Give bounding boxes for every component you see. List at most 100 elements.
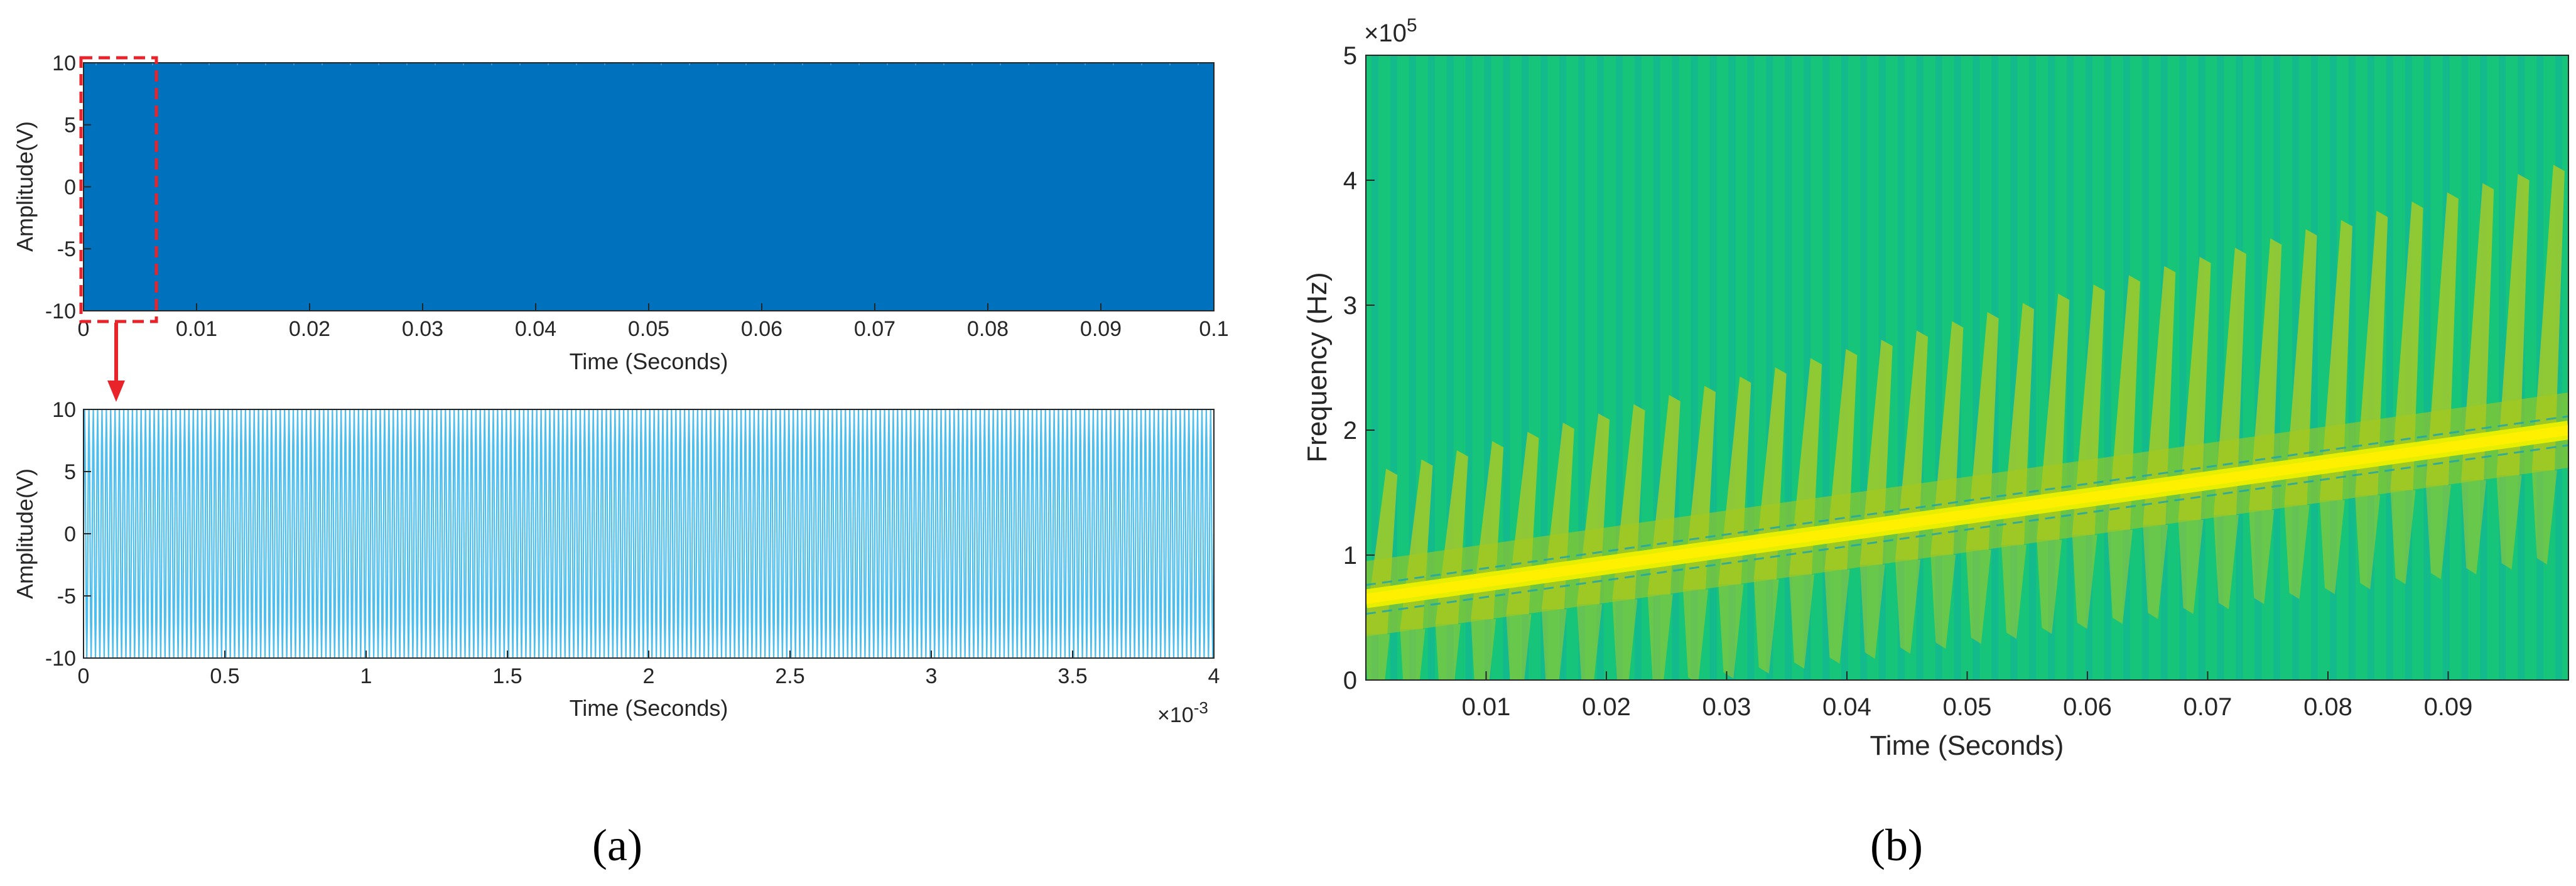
y-tick-label: 5 — [1343, 42, 1357, 70]
x-tick-label: 2 — [643, 664, 655, 688]
spectral-band — [1747, 55, 1755, 680]
sidelobe-wedge-lower — [1506, 614, 1532, 680]
spectral-band — [1709, 55, 1717, 680]
spectral-band — [2010, 55, 2018, 680]
y-tick-label: 5 — [64, 114, 76, 138]
sidelobe-wedge-lower — [2001, 544, 2027, 639]
x-axis-label: Time (Seconds) — [570, 695, 728, 721]
sidelobe-wedge-lower — [2072, 534, 2097, 629]
sidelobe-wedge-lower — [1895, 559, 1921, 654]
series-zoomed-signal — [84, 409, 1214, 658]
sidelobe-wedge-lower — [1435, 624, 1461, 680]
spectral-band — [1785, 55, 1792, 680]
x-tick-label: 0.5 — [210, 664, 239, 688]
y-tick-label: 2 — [1343, 417, 1357, 445]
spectral-band — [2048, 55, 2055, 680]
signal-band — [84, 63, 1214, 311]
spectral-band — [2348, 55, 2356, 680]
spectrogram-heatmap — [1366, 55, 2568, 680]
spectral-band — [1822, 55, 1830, 680]
x-tick-label: 4 — [1208, 664, 1220, 688]
spectral-band — [2029, 55, 2037, 680]
x-ticks: 0 0.01 0.02 0.03 0.04 0.05 0.06 0.07 0.08 0.09 0.1 — [78, 303, 1229, 341]
y-exponent: ×105 — [1364, 15, 1417, 47]
zoom-arrow-head — [107, 381, 125, 402]
sidelobe-wedge-lower — [2319, 500, 2345, 595]
sidelobe-wedge-lower — [2178, 519, 2204, 614]
spectral-band — [1804, 55, 1811, 680]
x-ticks: 0.01 0.02 0.03 0.04 0.05 0.06 0.07 0.08 0.09 — [1462, 671, 2473, 721]
x-tick-label: 0.1 — [1199, 317, 1228, 341]
x-tick-label: 0.09 — [1080, 317, 1122, 341]
x-tick-label: 0.05 — [628, 317, 669, 341]
x-tick-label: 3.5 — [1058, 664, 1087, 688]
x-tick-label: 0.02 — [1582, 693, 1631, 721]
spectral-band — [1578, 55, 1586, 680]
spectral-band — [2179, 55, 2187, 680]
spectral-band — [1597, 55, 1605, 680]
y-tick-label: 10 — [52, 51, 76, 75]
zoom-region-annotation — [79, 56, 158, 402]
sidelobe-wedge-lower — [2107, 529, 2133, 624]
spectral-band — [1634, 55, 1642, 680]
spectral-band — [1484, 55, 1491, 680]
sidelobe-wedge-lower — [1541, 609, 1567, 680]
sidelobe-wedge — [2531, 165, 2565, 470]
y-tick-label: 1 — [1343, 542, 1357, 570]
spectral-band — [1728, 55, 1736, 680]
y-tick-label: 0 — [1343, 667, 1357, 694]
spectral-band — [1409, 55, 1416, 680]
spectral-band — [2423, 55, 2431, 680]
panel-label-a: (a) — [592, 820, 642, 870]
x-axis-label: Time (Seconds) — [570, 348, 728, 374]
x-exponent: ×10-3 — [1157, 698, 1208, 727]
y-tick-label: -5 — [57, 585, 76, 608]
sidelobe-wedge-lower — [2143, 524, 2168, 619]
signal-line — [84, 409, 1214, 658]
x-tick-label: 0.06 — [2063, 693, 2112, 721]
spectral-band — [1766, 55, 1773, 680]
x-exponent-base: ×10 — [1157, 703, 1194, 727]
spectral-band — [1973, 55, 1980, 680]
spectral-band — [1446, 55, 1454, 680]
sidelobe-wedge-lower — [1966, 549, 1991, 644]
sidelobe-wedge-lower — [2037, 539, 2062, 634]
y-tick-label: -10 — [45, 647, 76, 671]
spectral-band — [1691, 55, 1698, 680]
x-tick-label: 2.5 — [775, 664, 804, 688]
x-tick-label: 0.09 — [2424, 693, 2473, 721]
sidelobe-wedge-lower — [1718, 584, 1744, 679]
sidelobe-wedge-lower — [1859, 565, 1885, 659]
sidelobe-wedge-lower — [1400, 629, 1426, 680]
spectral-band — [2217, 55, 2224, 680]
x-tick-label: 0.04 — [515, 317, 556, 341]
x-tick-label: 0.01 — [1462, 693, 1511, 721]
sidelobe-wedge-lower — [1789, 574, 1815, 669]
sidelobe-wedge-lower — [2425, 485, 2451, 580]
sidelobe-wedge-lower — [2249, 510, 2275, 605]
spectral-band — [2254, 55, 2262, 680]
chirp-ridge — [1366, 425, 2568, 604]
spectral-band — [1503, 55, 1510, 680]
y-exponent-power: 5 — [1407, 15, 1417, 36]
spectral-band — [2311, 55, 2319, 680]
spectral-band — [1859, 55, 1867, 680]
x-tick-label: 0.07 — [2184, 693, 2232, 721]
y-tick-label: 3 — [1343, 292, 1357, 320]
x-exponent-power: -3 — [1194, 698, 1208, 717]
spectral-band — [1935, 55, 1942, 680]
spectral-band — [1465, 55, 1473, 680]
sidelobe-wedge-lower — [1930, 554, 1956, 649]
waveform-chart-full: 10 5 0 -5 -10 0 0.01 0.02 0.03 0.04 0.05 0.06 0.07 0… — [12, 51, 1229, 402]
sidelobe-wedge-lower — [2496, 475, 2522, 570]
spectral-band — [1897, 55, 1905, 680]
sidelobe-wedge-lower — [1612, 599, 1638, 680]
sidelobe-wedge-lower — [2213, 515, 2239, 610]
sidelobe-wedge-lower — [1824, 569, 1850, 664]
spectral-band — [2461, 55, 2469, 680]
sidelobe-wedge-lower — [1471, 619, 1496, 680]
spectral-band — [1672, 55, 1679, 680]
spectral-band — [2386, 55, 2393, 680]
spectral-band — [1371, 55, 1378, 680]
